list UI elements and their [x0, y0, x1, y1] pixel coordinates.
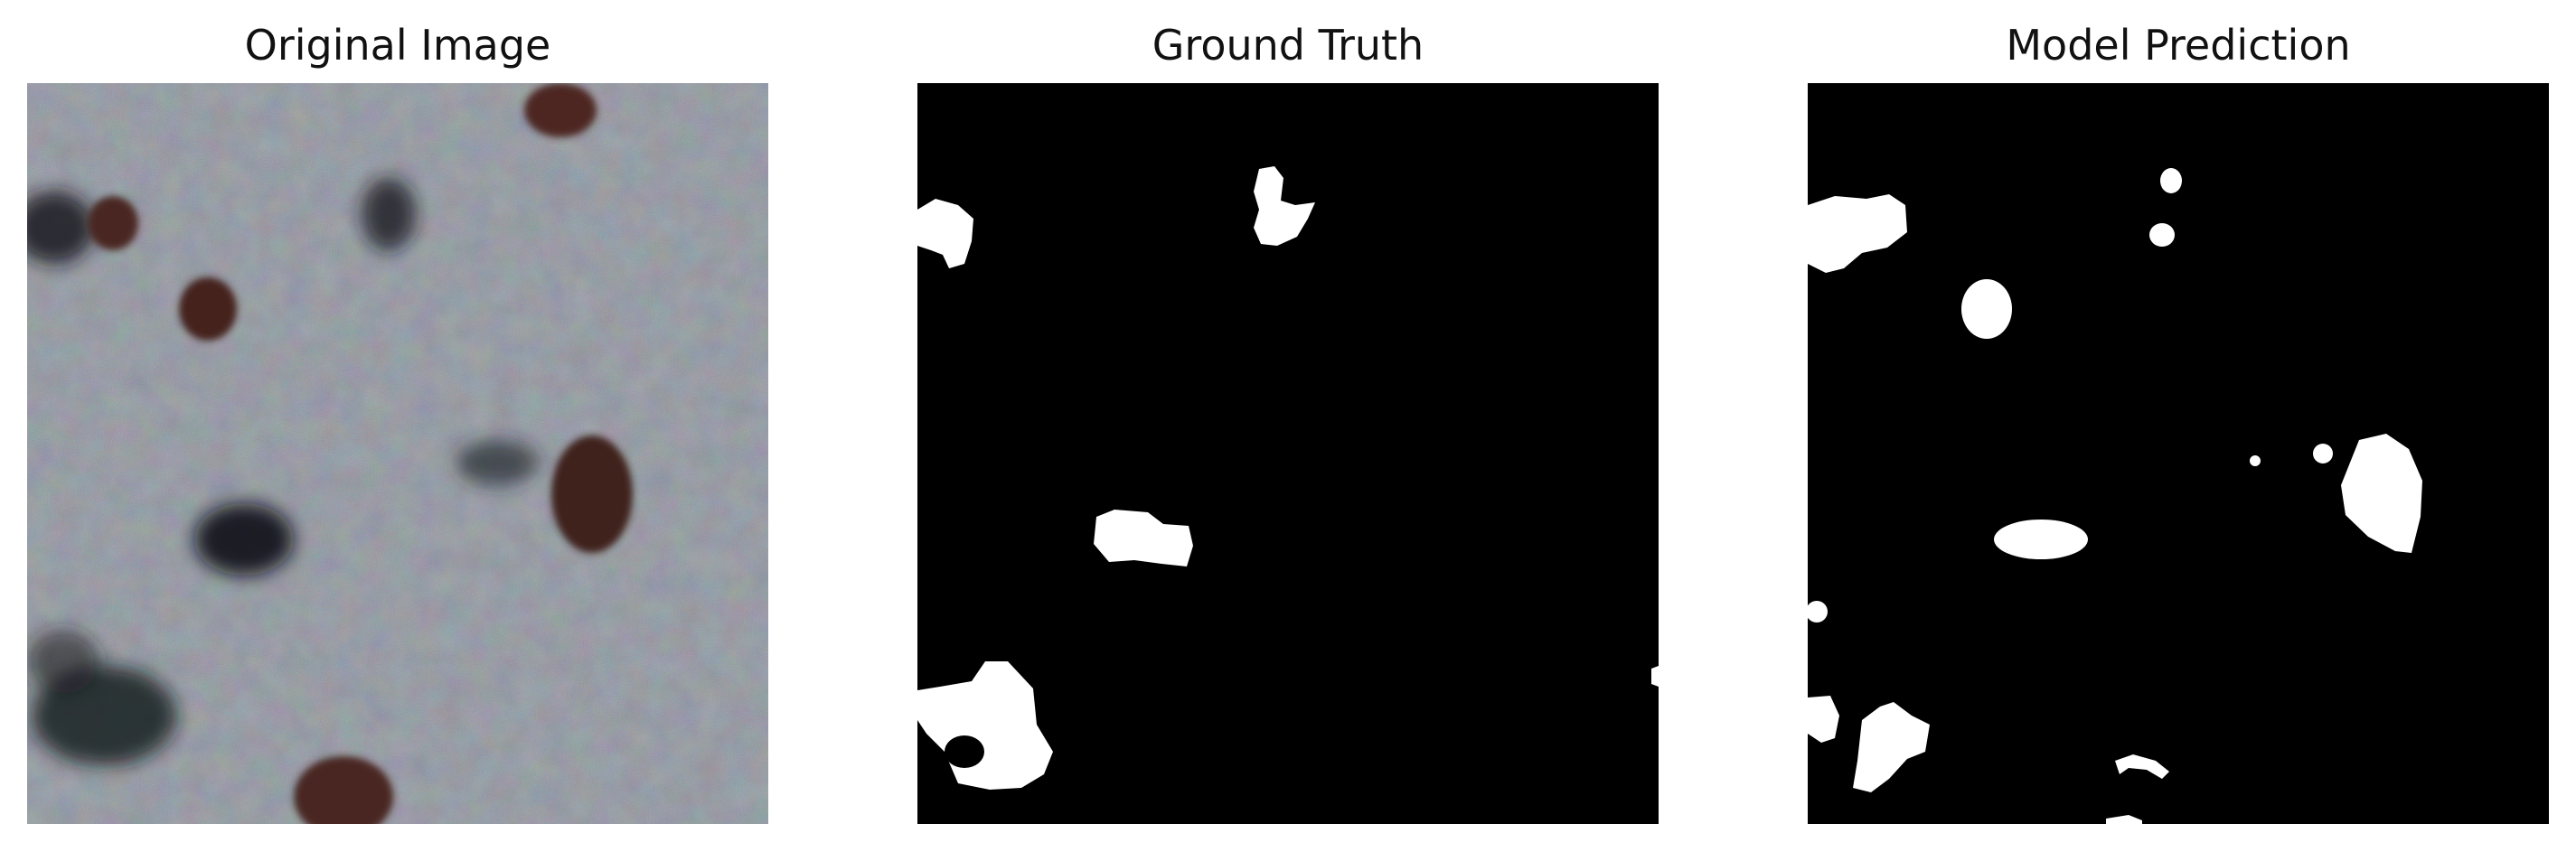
pred-region: [2160, 168, 2182, 193]
mask-background: [1808, 83, 2549, 824]
original-microscopy-image: [27, 83, 768, 824]
pred-region: [1808, 696, 1839, 743]
gt-region: [1094, 510, 1193, 566]
pred-region: [2250, 455, 2261, 466]
gt-region-hole: [945, 735, 984, 768]
pred-region: [2115, 754, 2169, 779]
prediction-regions: [1808, 168, 2422, 824]
original-image-canvas: [27, 83, 768, 824]
panel-original-image: Original Image: [27, 0, 768, 852]
gt-region: [917, 199, 973, 268]
pred-region: [1961, 279, 2012, 339]
panel-model-prediction: Model Prediction: [1808, 0, 2549, 852]
pred-region: [1994, 520, 2088, 559]
pred-region: [2341, 434, 2422, 553]
gt-region: [1651, 666, 1659, 687]
pred-region: [1808, 601, 1828, 623]
pred-region: [2106, 815, 2142, 824]
panel-title-original-image: Original Image: [244, 21, 551, 70]
brown-nuclei: [88, 83, 633, 824]
gt-region: [1254, 166, 1315, 246]
dark-stain-regions: [27, 178, 538, 765]
panel-ground-truth: Ground Truth: [917, 0, 1659, 852]
pred-region: [1853, 702, 1930, 792]
ground-truth-canvas: [917, 83, 1659, 824]
pred-region: [2313, 444, 2333, 463]
pred-region: [2149, 223, 2175, 247]
panel-title-ground-truth: Ground Truth: [1152, 21, 1424, 70]
model-prediction-mask: [1808, 83, 2549, 824]
ground-truth-mask: [917, 83, 1659, 824]
pred-region: [1808, 194, 1907, 273]
model-prediction-canvas: [1808, 83, 2549, 824]
panel-title-model-prediction: Model Prediction: [2006, 21, 2351, 70]
